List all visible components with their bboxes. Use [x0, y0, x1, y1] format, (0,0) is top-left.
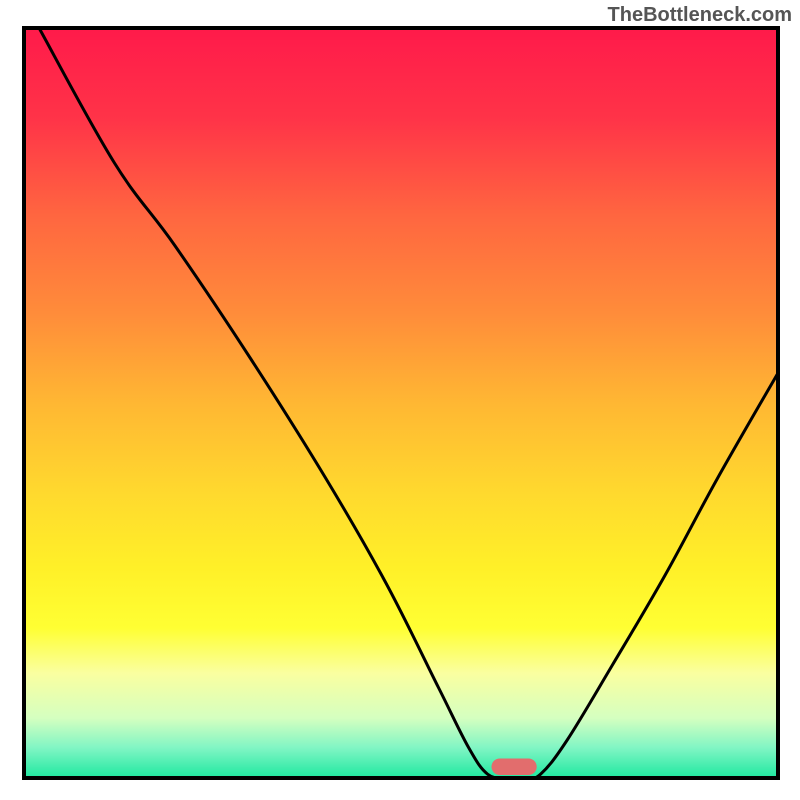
bottleneck-chart [0, 0, 800, 800]
chart-container: TheBottleneck.com [0, 0, 800, 800]
watermark-text: TheBottleneck.com [608, 4, 792, 27]
optimal-marker [491, 759, 536, 776]
plot-background [24, 28, 778, 778]
